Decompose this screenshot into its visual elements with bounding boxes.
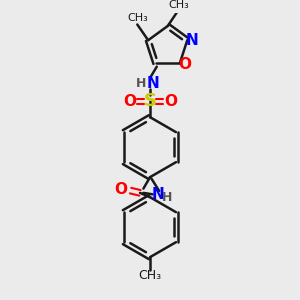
Text: CH₃: CH₃ bbox=[169, 0, 190, 10]
Text: N: N bbox=[151, 187, 164, 202]
Text: O: O bbox=[114, 182, 127, 197]
Text: O: O bbox=[178, 57, 191, 72]
Text: O: O bbox=[123, 94, 136, 109]
Text: N: N bbox=[146, 76, 159, 91]
Text: H: H bbox=[162, 191, 172, 204]
Text: S: S bbox=[143, 92, 157, 110]
Text: CH₃: CH₃ bbox=[127, 13, 148, 23]
Text: CH₃: CH₃ bbox=[138, 269, 162, 282]
Text: H: H bbox=[136, 77, 146, 90]
Text: O: O bbox=[164, 94, 177, 109]
Text: N: N bbox=[186, 33, 199, 48]
